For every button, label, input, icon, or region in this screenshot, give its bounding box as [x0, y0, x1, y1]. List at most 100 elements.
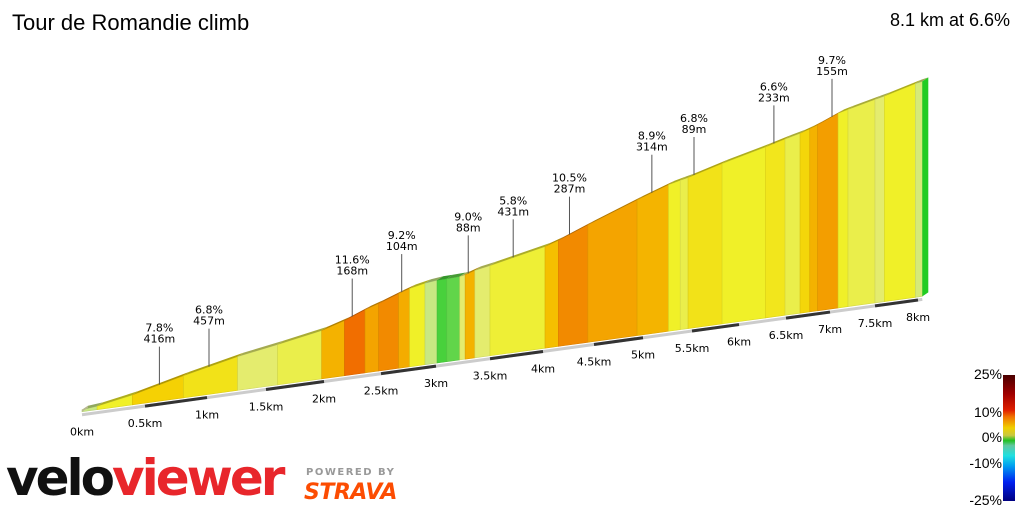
profile-top-ribbon	[875, 92, 891, 100]
annotation-length: 88m	[456, 221, 481, 234]
annotation-gradient: 9.0%	[454, 210, 482, 223]
profile-segment	[884, 83, 916, 302]
profile-segment	[837, 109, 849, 309]
profile-segment	[687, 163, 723, 329]
profile-segment	[459, 274, 466, 361]
annotation-gradient: 9.2%	[388, 229, 416, 242]
page-title: Tour de Romandie climb	[12, 10, 250, 35]
km-marker	[380, 364, 437, 376]
legend-label: 0%	[981, 429, 1002, 445]
legend-label: 25%	[973, 366, 1002, 382]
logo-velo: velo	[6, 449, 115, 507]
profile-top-ribbon	[277, 326, 328, 345]
x-tick-label: 1.5km	[249, 400, 284, 413]
profile-top-ribbon	[848, 95, 881, 110]
annotation-length: 314m	[636, 141, 668, 154]
profile-segment	[321, 320, 345, 380]
profile-top-ribbon	[915, 77, 929, 84]
profile-end-cap	[922, 77, 929, 297]
profile-segment	[409, 282, 426, 368]
veloviewer-logo[interactable]: veloviewer	[6, 448, 285, 508]
x-tick-label: 7.5km	[858, 317, 893, 330]
profile-segment	[721, 146, 766, 325]
profile-top-ribbon	[884, 79, 922, 97]
legend-label: -25%	[969, 492, 1002, 508]
annotation-length: 104m	[386, 240, 418, 253]
profile-segment	[636, 184, 669, 336]
profile-top-ribbon	[437, 274, 453, 281]
annotation-length: 233m	[758, 91, 790, 104]
profile-segment	[446, 276, 461, 363]
x-tick-label: 8km	[906, 311, 930, 324]
profile-segment	[464, 269, 476, 360]
annotation-gradient: 7.8%	[145, 322, 173, 335]
profile-segment	[587, 199, 638, 343]
profile-top-ribbon	[545, 236, 565, 247]
annotation-gradient: 10.5%	[552, 172, 587, 185]
profile-top-ribbon	[637, 180, 675, 200]
profile-segment	[817, 112, 839, 312]
profile-segment	[544, 240, 559, 349]
profile-top-ribbon	[425, 276, 444, 284]
profile-segment	[424, 279, 438, 365]
x-tick-label: 0.5km	[128, 417, 163, 430]
profile-segment	[874, 95, 885, 304]
annotation-length: 168m	[336, 265, 368, 278]
profile-top-ribbon	[680, 173, 695, 181]
profile-top-ribbon	[800, 124, 816, 134]
profile-top-ribbon	[237, 340, 284, 357]
annotation-length: 416m	[144, 333, 176, 346]
x-tick-label: 2km	[312, 393, 336, 406]
gradient-colorbar	[1003, 375, 1015, 501]
profile-top-ribbon	[321, 316, 351, 331]
annotation-gradient: 11.6%	[335, 254, 370, 267]
x-tick-label: 4.5km	[577, 355, 612, 368]
x-tick-label: 0km	[70, 426, 94, 439]
profile-top-ribbon	[809, 120, 824, 129]
profile-top-ribbon	[817, 109, 845, 125]
profile-segment	[784, 132, 801, 316]
profile-top-ribbon	[344, 305, 372, 321]
x-tick-label: 2.5km	[364, 385, 399, 398]
x-tick-label: 6km	[727, 336, 751, 349]
powered-by-label: POWERED BY	[306, 467, 396, 478]
profile-segment	[915, 81, 923, 298]
profile-segment	[344, 309, 366, 377]
x-tick-label: 4km	[531, 362, 555, 375]
annotation-length: 287m	[554, 183, 586, 196]
profile-top-ribbon	[378, 289, 405, 304]
profile-segment	[557, 224, 589, 347]
km-marker	[144, 396, 208, 408]
profile-segment	[436, 278, 448, 364]
profile-top-ribbon	[365, 299, 385, 310]
legend-label: 10%	[973, 404, 1002, 420]
annotation-gradient: 6.8%	[195, 304, 223, 317]
profile-segment	[398, 288, 410, 369]
logo-viewer: viewer	[112, 449, 285, 507]
annotation-gradient: 5.8%	[499, 194, 527, 207]
profile-top-ribbon	[132, 371, 190, 396]
x-tick-label: 5km	[631, 349, 655, 362]
km-marker	[489, 349, 544, 361]
climb-summary: 8.1 km at 6.6%	[889, 10, 1010, 30]
km-marker	[874, 298, 919, 308]
annotation-gradient: 8.9%	[638, 130, 666, 143]
annotation-length: 89m	[682, 123, 707, 136]
profile-top-ribbon	[668, 176, 687, 185]
profile-top-ribbon	[446, 272, 466, 279]
profile-top-ribbon	[765, 135, 792, 148]
profile-segment	[668, 179, 681, 332]
profile-top-ribbon	[465, 266, 481, 275]
profile-top-ribbon	[722, 143, 772, 164]
profile-top-ribbon	[97, 391, 139, 407]
annotation-gradient: 6.6%	[760, 80, 788, 93]
profile-segment	[364, 303, 380, 374]
profile-segment	[378, 293, 399, 372]
profile-top-ribbon	[490, 242, 552, 266]
km-marker	[785, 310, 831, 320]
profile-top-ribbon	[474, 261, 496, 271]
x-tick-label: 5.5km	[675, 342, 710, 355]
strava-logo[interactable]: STRAVA	[304, 480, 397, 505]
profile-top-ribbon	[587, 195, 644, 225]
